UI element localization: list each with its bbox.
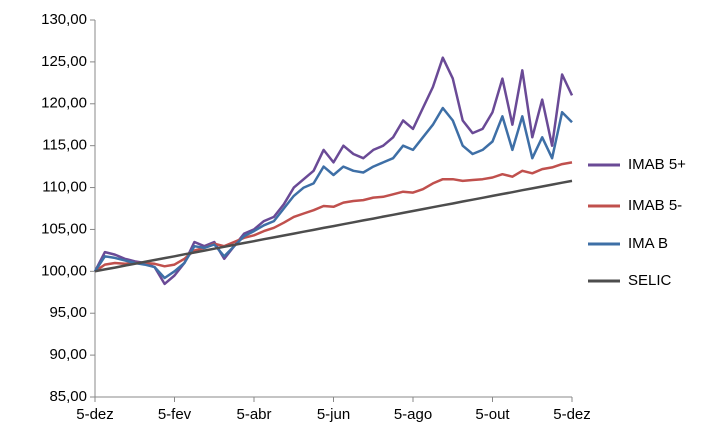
series-line	[93, 106, 573, 280]
x-tick-label: 5-jun	[317, 406, 350, 423]
legend-label: IMA B	[628, 235, 668, 252]
x-tick-label: 5-abr	[236, 406, 271, 423]
x-tick-label: 5-dez	[76, 406, 114, 423]
y-tick-label: 110,00	[42, 179, 87, 196]
legend-label: IMAB 5+	[628, 156, 686, 173]
y-tick-label: 130,00	[41, 11, 87, 28]
series-line	[93, 56, 574, 286]
y-tick-label: 100,00	[41, 262, 87, 279]
legend-label: IMAB 5-	[628, 197, 682, 214]
y-tick-label: 95,00	[49, 304, 87, 321]
series-line	[94, 161, 573, 273]
y-tick-label: 85,00	[49, 388, 87, 405]
y-tick-label: 115,00	[42, 137, 87, 154]
y-tick-label: 120,00	[41, 95, 87, 112]
y-tick-label: 105,00	[41, 220, 87, 237]
x-tick-label: 5-out	[475, 406, 510, 423]
series-line	[94, 179, 573, 273]
y-tick-label: 125,00	[41, 53, 87, 70]
x-tick-label: 5-ago	[394, 406, 432, 423]
y-tick-label: 90,00	[49, 346, 87, 363]
x-tick-label: 5-dez	[553, 406, 591, 423]
legend-label: SELIC	[628, 272, 672, 289]
x-tick-label: 5-fev	[158, 406, 192, 423]
